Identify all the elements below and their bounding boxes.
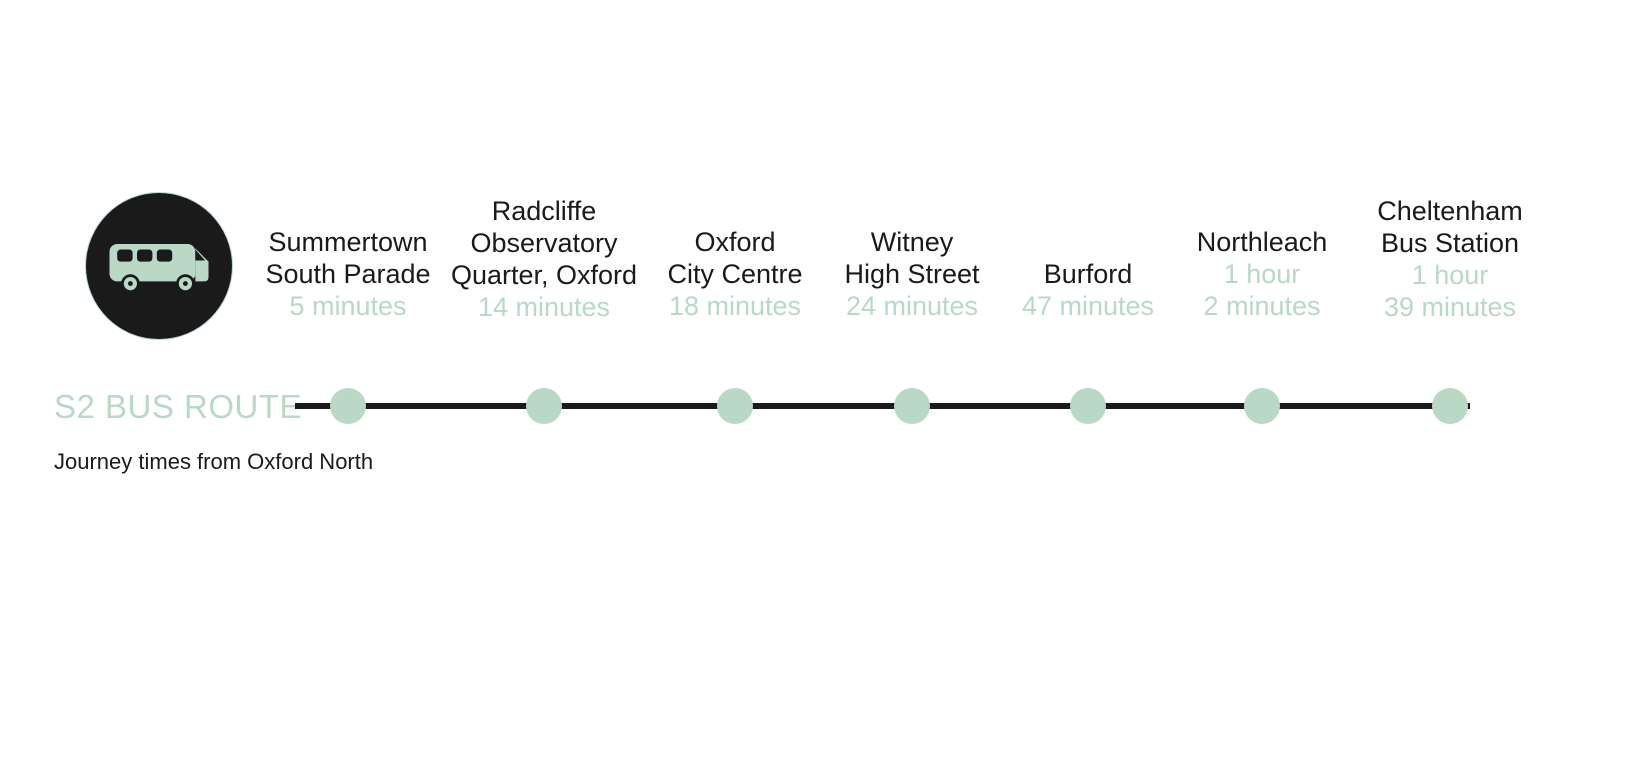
stop-dot	[526, 388, 562, 424]
stop-name: Northleach	[1197, 227, 1328, 259]
stop-label: Burford47 minutes	[1022, 259, 1154, 323]
stop-time: 1 hour 39 minutes	[1377, 260, 1523, 324]
stop-name: Witney High Street	[844, 227, 979, 291]
stop-label: Northleach1 hour 2 minutes	[1197, 227, 1328, 323]
stop-dot	[1244, 388, 1280, 424]
stop-label: Radcliffe Observatory Quarter, Oxford14 …	[451, 196, 637, 323]
stop-name: Radcliffe Observatory Quarter, Oxford	[451, 196, 637, 292]
route-subtitle: Journey times from Oxford North	[54, 449, 373, 475]
stop-label: Cheltenham Bus Station1 hour 39 minutes	[1377, 196, 1523, 323]
stop-dot	[894, 388, 930, 424]
stop-time: 18 minutes	[667, 291, 802, 323]
route-line	[295, 403, 1470, 409]
bus-badge	[86, 193, 232, 339]
bus-icon	[104, 233, 214, 299]
bus-route-diagram: S2 BUS ROUTE Journey times from Oxford N…	[0, 0, 1650, 767]
stop-label: Witney High Street24 minutes	[844, 227, 979, 323]
stop-dot	[717, 388, 753, 424]
stop-name: Oxford City Centre	[667, 227, 802, 291]
stop-dot	[1432, 388, 1468, 424]
stop-label: Summertown South Parade5 minutes	[265, 227, 430, 323]
stop-name: Summertown South Parade	[265, 227, 430, 291]
stop-dot	[330, 388, 366, 424]
stop-dot	[1070, 388, 1106, 424]
stop-name: Burford	[1022, 259, 1154, 291]
stop-time: 1 hour 2 minutes	[1197, 259, 1328, 323]
stop-name: Cheltenham Bus Station	[1377, 196, 1523, 260]
stop-label: Oxford City Centre18 minutes	[667, 227, 802, 323]
stop-time: 47 minutes	[1022, 291, 1154, 323]
stop-time: 5 minutes	[265, 291, 430, 323]
route-title: S2 BUS ROUTE	[54, 388, 302, 426]
stop-time: 14 minutes	[451, 292, 637, 324]
stop-time: 24 minutes	[844, 291, 979, 323]
